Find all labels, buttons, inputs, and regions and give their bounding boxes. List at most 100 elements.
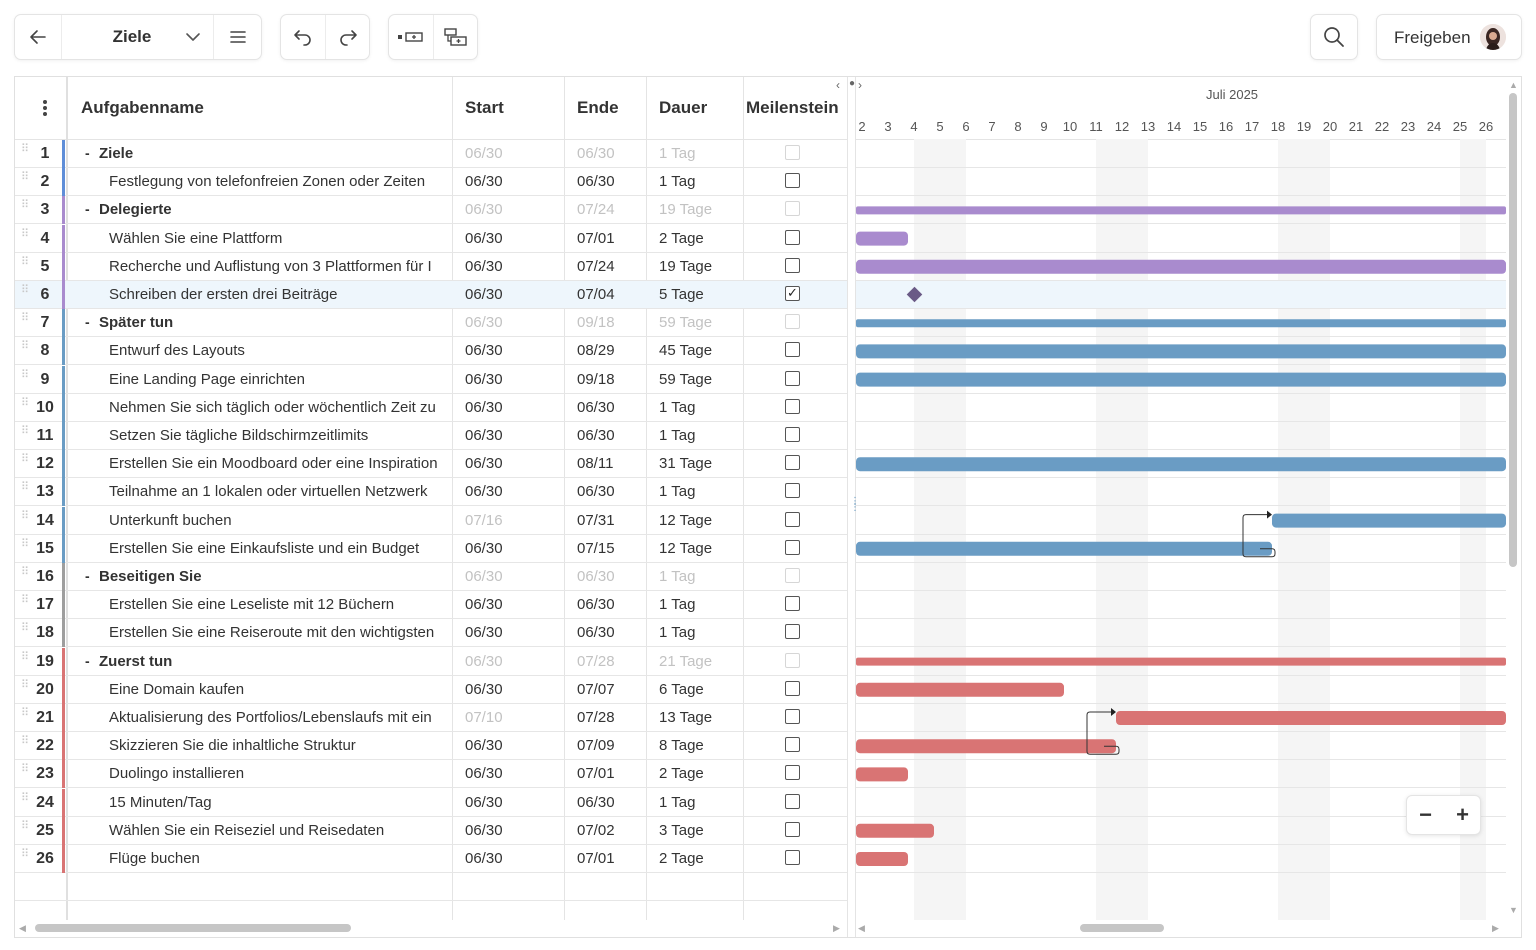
end-date[interactable]: 07/04 bbox=[577, 286, 615, 303]
drag-handle-icon[interactable]: ⠿ bbox=[21, 453, 31, 466]
duration[interactable]: 6 Tage bbox=[659, 680, 704, 698]
start-date[interactable]: 06/30 bbox=[465, 398, 503, 416]
task-name[interactable]: Später tun bbox=[99, 314, 174, 332]
end-date[interactable]: 06/30 bbox=[577, 624, 615, 642]
collapse-left-icon[interactable]: ‹ bbox=[836, 78, 840, 92]
scroll-right-arrow[interactable]: ▶ bbox=[833, 923, 840, 933]
drag-handle-icon[interactable]: ⠿ bbox=[21, 425, 31, 437]
milestone-checkbox[interactable] bbox=[785, 145, 800, 160]
scroll-left-arrow[interactable]: ◀ bbox=[19, 923, 26, 933]
table-row[interactable]: ⠿ 1 - Ziele 06/30 06/30 1 Tag bbox=[15, 140, 847, 168]
drag-handle-icon[interactable]: ⠿ bbox=[21, 171, 31, 184]
duration[interactable]: 59 Tage bbox=[659, 314, 713, 332]
task-name[interactable]: Skizzieren Sie die inhaltliche Struktur bbox=[109, 737, 356, 755]
task-bar[interactable] bbox=[856, 344, 1506, 359]
summary-bar[interactable] bbox=[856, 319, 1506, 328]
duration[interactable]: 1 Tag bbox=[659, 793, 696, 811]
table-row[interactable]: ⠿ 14 Unterkunft buchen 07/16 07/31 12 Tage bbox=[15, 506, 847, 535]
task-bar[interactable] bbox=[856, 852, 908, 866]
table-row[interactable]: ⠿ 10 Nehmen Sie sich täglich oder wöchentl… bbox=[15, 393, 847, 422]
task-bar[interactable] bbox=[856, 457, 1506, 472]
drag-handle-icon[interactable]: ⠿ bbox=[21, 396, 31, 409]
drag-handle-icon[interactable]: ⠿ bbox=[21, 143, 31, 155]
end-date[interactable]: 06/30 bbox=[577, 793, 615, 811]
duration[interactable]: 1 Tag bbox=[659, 596, 696, 614]
splitter-grip-icon[interactable]: ⋮ ⋮ bbox=[850, 496, 860, 513]
summary-bar[interactable] bbox=[856, 657, 1506, 666]
redo-button[interactable] bbox=[326, 15, 370, 59]
grid-menu-button[interactable] bbox=[29, 77, 61, 139]
task-name[interactable]: Nehmen Sie sich täglich oder wöchentlich… bbox=[109, 398, 436, 416]
start-date[interactable]: 06/30 bbox=[465, 568, 503, 585]
task-name[interactable]: Entwurf des Layouts bbox=[109, 342, 245, 360]
milestone-checkbox[interactable] bbox=[785, 483, 800, 499]
table-row[interactable]: ⠿ 11 Setzen Sie tägliche Bildschirmzeitlim… bbox=[15, 422, 847, 450]
start-date[interactable]: 06/30 bbox=[465, 173, 503, 191]
milestone-checkbox[interactable]: ✓ bbox=[785, 286, 800, 301]
duration[interactable]: 31 Tage bbox=[659, 455, 713, 473]
end-date[interactable]: 07/07 bbox=[577, 680, 615, 698]
task-bar[interactable] bbox=[856, 372, 1506, 387]
start-date[interactable]: 06/30 bbox=[465, 652, 503, 670]
task-name[interactable]: Schreiben der ersten drei Beiträge bbox=[109, 286, 338, 303]
collapse-toggle-icon[interactable]: - bbox=[85, 145, 90, 161]
zoom-out-button[interactable]: − bbox=[1419, 802, 1432, 827]
milestone-checkbox[interactable] bbox=[785, 370, 800, 386]
gantt-scrollbar-track[interactable]: ◀ ▶ bbox=[856, 920, 1506, 937]
task-name[interactable]: Wählen Sie eine Plattform bbox=[109, 229, 283, 247]
start-date[interactable]: 06/30 bbox=[465, 765, 503, 783]
task-name[interactable]: Setzen Sie tägliche Bildschirmzeitlimits bbox=[109, 427, 369, 444]
milestone-checkbox[interactable] bbox=[785, 342, 800, 358]
drag-handle-icon[interactable]: ⠿ bbox=[21, 284, 31, 296]
start-date[interactable]: 06/30 bbox=[465, 145, 503, 162]
task-name[interactable]: Delegierte bbox=[99, 201, 172, 219]
milestone-checkbox[interactable] bbox=[785, 568, 800, 583]
table-row[interactable]: ⠿ 5 Recherche und Auflistung von 3 Plattfo… bbox=[15, 252, 847, 281]
task-bar[interactable] bbox=[856, 231, 908, 246]
start-date[interactable]: 06/30 bbox=[465, 624, 503, 642]
task-name[interactable]: Eine Domain kaufen bbox=[109, 680, 245, 698]
milestone-checkbox[interactable] bbox=[785, 455, 800, 471]
duration[interactable]: 1 Tag bbox=[659, 624, 696, 642]
drag-handle-icon[interactable]: ⠿ bbox=[21, 763, 31, 776]
start-date[interactable]: 07/10 bbox=[465, 709, 503, 726]
end-date[interactable]: 07/24 bbox=[577, 201, 615, 219]
end-date[interactable]: 07/01 bbox=[577, 850, 615, 867]
duration[interactable]: 2 Tage bbox=[659, 765, 704, 783]
table-row[interactable]: ⠿ 25 Wählen Sie ein Reiseziel und Reisedat… bbox=[15, 816, 847, 845]
start-date[interactable]: 06/30 bbox=[465, 737, 503, 755]
drag-handle-icon[interactable]: ⠿ bbox=[21, 707, 31, 719]
task-bar[interactable] bbox=[1272, 513, 1506, 528]
start-date[interactable]: 06/30 bbox=[465, 850, 503, 867]
end-date[interactable]: 07/31 bbox=[577, 511, 615, 529]
task-name[interactable]: Recherche und Auflistung von 3 Plattform… bbox=[109, 257, 432, 275]
dependency-link[interactable] bbox=[1242, 514, 1276, 558]
task-bar[interactable] bbox=[856, 259, 1506, 274]
drag-handle-icon[interactable]: ⠿ bbox=[21, 340, 31, 353]
scroll-right-arrow[interactable]: ▶ bbox=[1492, 923, 1499, 933]
drag-handle-icon[interactable]: ⠿ bbox=[21, 594, 31, 607]
milestone-checkbox[interactable] bbox=[785, 173, 800, 189]
end-date[interactable]: 07/01 bbox=[577, 765, 615, 783]
milestone-checkbox[interactable] bbox=[785, 596, 800, 612]
start-date[interactable]: 06/30 bbox=[465, 455, 503, 473]
table-row[interactable]: ⠿ 17 Erstellen Sie eine Leseliste mit 12 B… bbox=[15, 591, 847, 620]
duration[interactable]: 12 Tage bbox=[659, 511, 713, 529]
drag-handle-icon[interactable]: ⠿ bbox=[21, 255, 31, 268]
end-date[interactable]: 06/30 bbox=[577, 173, 615, 191]
end-date[interactable]: 07/09 bbox=[577, 737, 615, 755]
milestone-marker[interactable] bbox=[906, 286, 923, 303]
duration[interactable]: 1 Tag bbox=[659, 483, 696, 501]
start-date[interactable]: 06/30 bbox=[465, 201, 503, 219]
task-name[interactable]: Erstellen Sie eine Einkaufsliste und ein… bbox=[109, 539, 420, 557]
table-row[interactable]: ⠿ 6 Schreiben der ersten drei Beiträge 06/3… bbox=[15, 281, 847, 309]
task-bar[interactable] bbox=[856, 541, 1272, 556]
table-row[interactable]: ⠿ 4 Wählen Sie eine Plattform 06/30 07/01 2 T… bbox=[15, 224, 847, 253]
start-date[interactable]: 06/30 bbox=[465, 793, 503, 811]
table-row[interactable]: ⠿ 13 Teilnahme an 1 lokalen oder virtuelle… bbox=[15, 478, 847, 507]
milestone-checkbox[interactable] bbox=[785, 680, 800, 696]
drag-handle-icon[interactable]: ⠿ bbox=[21, 368, 31, 381]
dependency-link[interactable] bbox=[1086, 711, 1120, 755]
table-row[interactable]: ⠿ 22 Skizzieren Sie die inhaltliche Strukt… bbox=[15, 732, 847, 761]
duration[interactable]: 59 Tage bbox=[659, 370, 713, 388]
